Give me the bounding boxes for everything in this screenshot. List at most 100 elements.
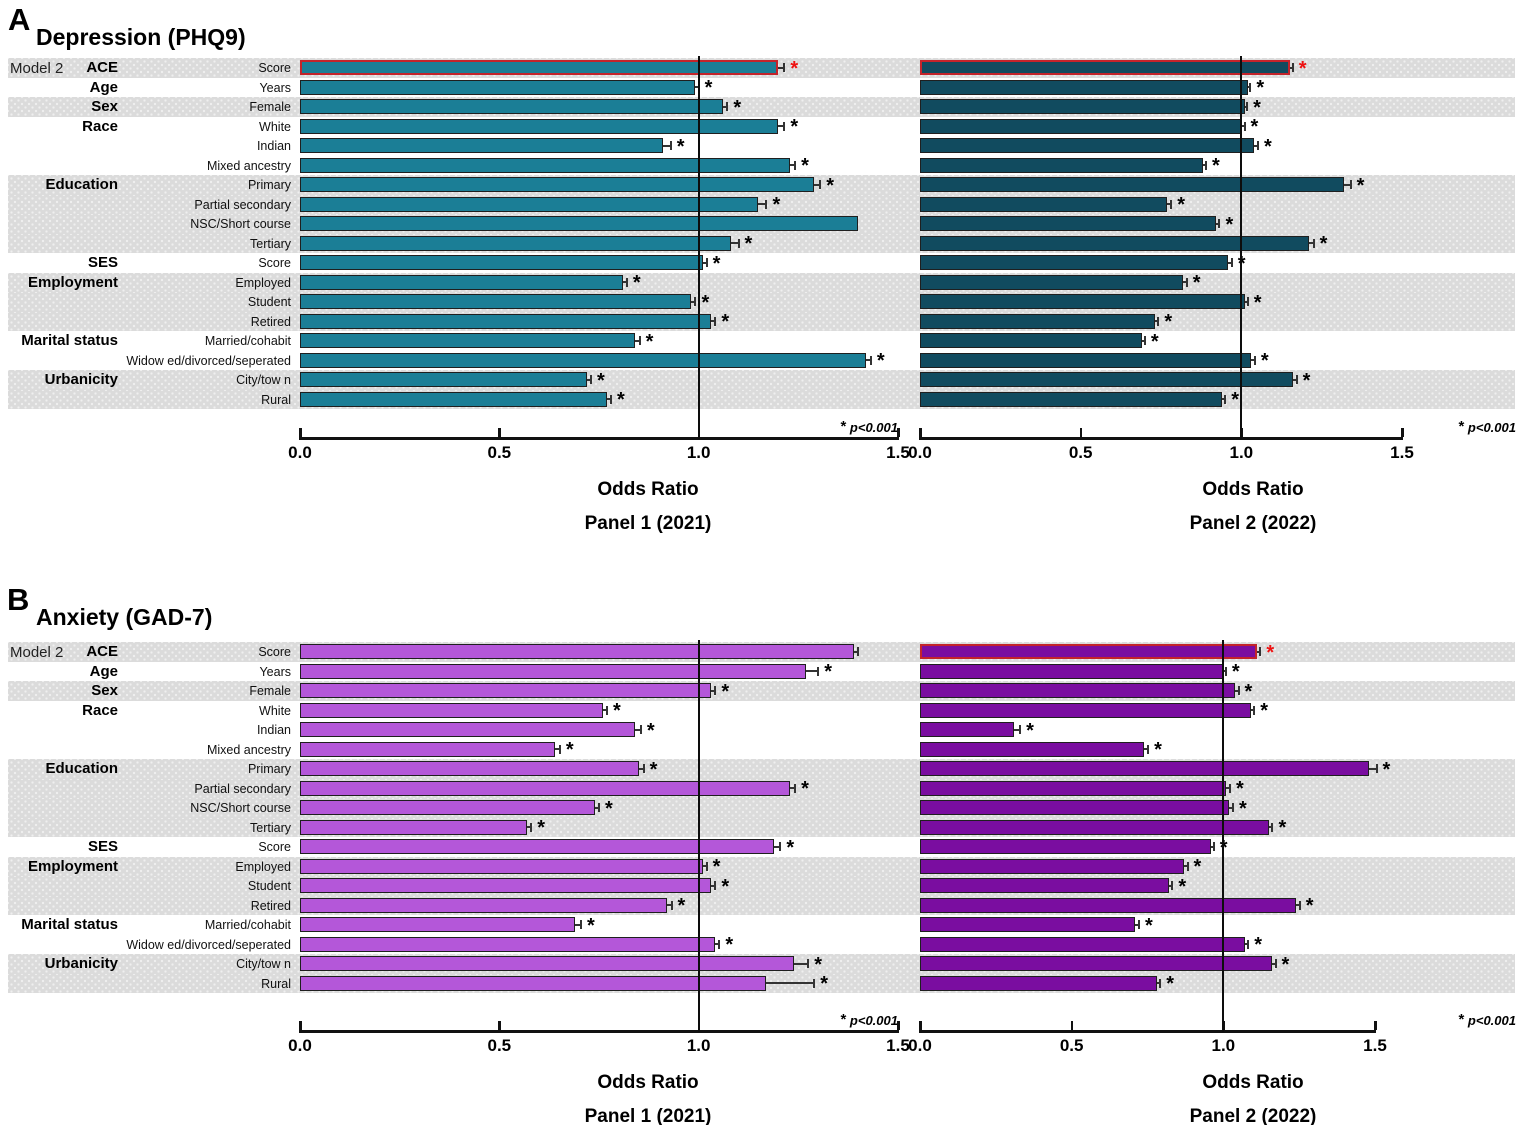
chart-caption: Panel 1 (2021) [584, 513, 712, 534]
sig-star: * [826, 174, 835, 197]
sig-star: * [1231, 389, 1240, 411]
sig-star: * [1026, 719, 1034, 742]
error-whisker [702, 865, 707, 868]
error-whisker [1183, 281, 1187, 284]
sig-star: * [645, 330, 654, 353]
category-label: ACE [86, 643, 118, 660]
pvalue-note-star: * [840, 418, 847, 435]
axis-tick [919, 1021, 922, 1030]
sig-star: * [1260, 350, 1269, 372]
error-cap [1157, 316, 1160, 326]
error-cap [1257, 141, 1260, 151]
error-cap [807, 959, 810, 969]
error-whisker [1308, 242, 1314, 245]
error-whisker [814, 183, 821, 186]
error-whisker [527, 826, 532, 829]
row-label: Mixed ancestry [206, 742, 291, 757]
axis-line [919, 437, 1403, 440]
error-cap [1230, 258, 1233, 268]
row-label: Widow ed/divorced/seperated [126, 937, 291, 952]
row-label: Score [258, 256, 291, 270]
bar [300, 138, 663, 154]
row-label: Indian [256, 139, 291, 153]
row-label: Retired [250, 314, 291, 329]
pvalue-note-text: p<0.001 [846, 1013, 898, 1028]
bar [920, 157, 1203, 173]
bar [920, 878, 1169, 894]
error-whisker [1014, 728, 1021, 731]
chart-caption: Panel 2 (2022) [1189, 513, 1317, 534]
bar [300, 118, 779, 134]
axis-tick-label: 1.5 [1390, 443, 1414, 462]
error-cap [779, 842, 782, 852]
bar [300, 780, 791, 796]
bar [300, 819, 528, 835]
error-whisker [1229, 806, 1234, 809]
error-cap [1212, 842, 1215, 852]
sig-star: * [1236, 778, 1244, 800]
axis-tick-label: 1.0 [1211, 1036, 1236, 1055]
axis-tick [897, 1021, 900, 1030]
row-label: Primary [247, 762, 291, 776]
axis-tick [498, 1021, 501, 1030]
error-cap [857, 647, 860, 657]
sig-star: * [721, 875, 730, 898]
error-cap [718, 939, 721, 949]
sig-star: * [814, 953, 823, 976]
pvalue-note-text: p<0.001 [846, 420, 898, 435]
error-whisker [1244, 300, 1248, 303]
error-cap [1171, 881, 1174, 891]
error-whisker [1250, 709, 1255, 712]
error-cap [1259, 647, 1262, 657]
row-label: Employed [235, 275, 291, 290]
error-cap [1224, 394, 1227, 404]
row-label: City/tow n [236, 957, 291, 971]
sig-star: * [1278, 817, 1287, 839]
sig-star: * [1154, 739, 1162, 761]
error-whisker [1344, 183, 1351, 186]
row-label: Indian [256, 723, 291, 737]
error-whisker [730, 242, 739, 245]
row-label: Rural [261, 392, 291, 407]
row-label: Primary [247, 178, 291, 192]
error-cap [1204, 160, 1207, 170]
error-cap [705, 861, 708, 871]
axis-tick-label: 1.5 [1363, 1036, 1387, 1055]
error-whisker [1292, 378, 1297, 381]
axis-tick-label: 1.5 [886, 443, 910, 462]
error-cap [1271, 822, 1274, 832]
chart-caption: Panel 2 (2022) [1189, 1106, 1317, 1125]
error-whisker [710, 884, 716, 887]
error-whisker [666, 904, 672, 907]
sig-star: * [616, 389, 625, 411]
error-cap [1246, 297, 1249, 307]
error-whisker [710, 689, 716, 692]
error-whisker [1368, 767, 1377, 770]
row-label: Female [249, 684, 291, 698]
sig-star: * [605, 797, 613, 820]
category-label: Employment [27, 273, 118, 291]
bar [920, 800, 1230, 816]
bar [920, 274, 1184, 290]
row-label: Female [249, 100, 291, 114]
row-label: NSC/Short course [190, 217, 291, 231]
error-cap [714, 686, 717, 696]
error-cap [1243, 121, 1246, 131]
sig-star: * [733, 96, 742, 119]
error-cap [694, 297, 697, 307]
row-label: Widow ed/divorced/seperated [126, 353, 291, 368]
error-whisker [1154, 320, 1159, 323]
row-label: Years [259, 80, 291, 95]
axis-tick [299, 428, 302, 437]
bar [300, 897, 667, 913]
error-whisker [555, 748, 560, 751]
bar [300, 917, 576, 933]
error-whisker [778, 66, 785, 69]
axis-tick [919, 428, 922, 437]
axis-tick [1070, 1021, 1074, 1030]
axis-tick-label: 1.0 [1229, 443, 1254, 462]
error-cap [705, 258, 708, 268]
error-cap [1170, 199, 1173, 209]
bar [920, 118, 1242, 134]
category-label: SES [87, 254, 118, 271]
